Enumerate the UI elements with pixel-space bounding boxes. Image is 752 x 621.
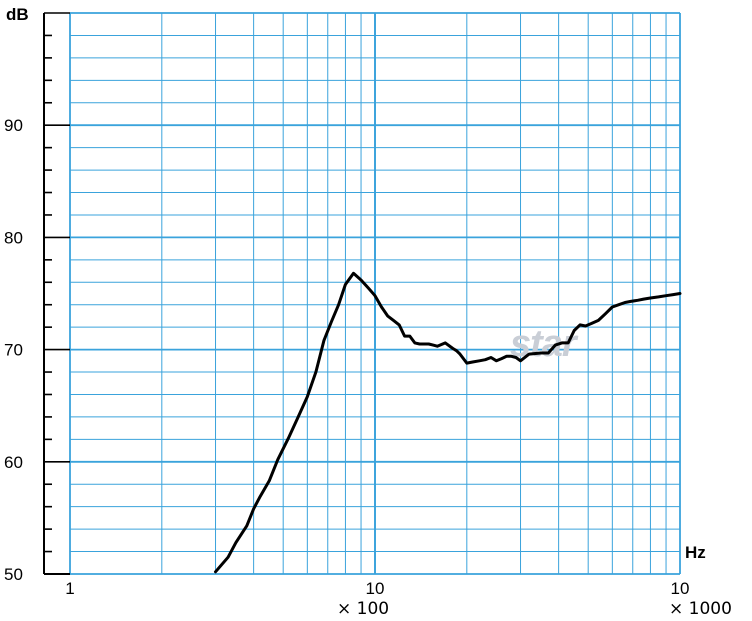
x-axis-unit: Hz [685, 543, 706, 562]
x-tick-label: 1 [65, 579, 74, 598]
y-tick-label: 80 [4, 228, 23, 247]
y-tick-label: 60 [4, 453, 23, 472]
x-tick-label: 10 [366, 579, 385, 598]
y-tick-label: 90 [4, 116, 23, 135]
y-axis-unit: dB [6, 5, 29, 24]
series-layer [214, 271, 682, 574]
y-tick-label: 50 [4, 565, 23, 584]
labels: dB Hz × 100 × 1000 50 60 70 80 90 1 10 10 [4, 5, 732, 619]
series-line [214, 271, 682, 574]
x-multiplier-2: × 1000 [669, 599, 732, 619]
y-tick-label: 70 [4, 341, 23, 360]
x-tick-label: 10 [671, 579, 690, 598]
grid [69, 12, 681, 575]
y-axis [43, 12, 70, 575]
x-multiplier-1: × 100 [337, 599, 389, 619]
